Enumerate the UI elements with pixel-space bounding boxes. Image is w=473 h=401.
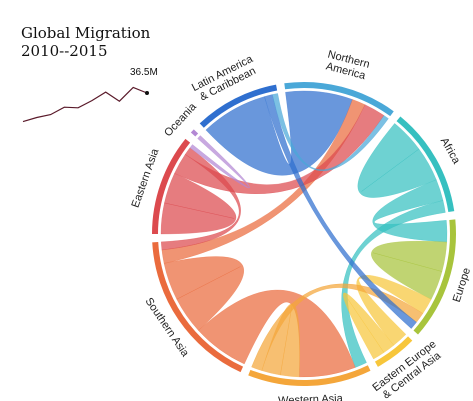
arc-oceania xyxy=(190,129,199,137)
title-line-2: 2010--2015 xyxy=(21,42,107,60)
ribbon-africa-to-africa xyxy=(357,123,437,198)
chart-title: Global Migration 2010--2015 xyxy=(21,24,151,60)
sparkline-value-label: 36.5M xyxy=(130,67,158,78)
arc-eastern-asia xyxy=(152,138,191,234)
label-northern-america: NorthernAmerica xyxy=(323,49,370,83)
sparkline-line xyxy=(22,86,148,123)
label-line: Western Asia xyxy=(278,393,344,401)
ribbon-northern-america-to-latin-america-and-caribbean xyxy=(272,93,389,172)
arc-western-asia xyxy=(248,365,371,386)
ribbon-africa-to-western-asia xyxy=(341,200,446,368)
ribbon-western-asia-to-europe xyxy=(251,283,424,371)
arc-europe xyxy=(413,219,456,335)
ribbon-eastern-asia-to-southern-asia xyxy=(160,147,241,251)
ribbons xyxy=(160,90,448,378)
arc-africa xyxy=(396,116,455,213)
arc-eastern-europe-and-central-asia xyxy=(374,336,413,367)
sparkline-end-dot xyxy=(145,91,149,96)
sparkline: 36.5M xyxy=(22,67,158,123)
ribbon-eastern-europe-and-central-asia-to-eastern-europe-and-central-asia xyxy=(343,292,395,360)
label-western-asia: Western Asia xyxy=(278,393,344,401)
ribbon-europe-to-europe xyxy=(371,240,448,300)
arc-northern-america xyxy=(284,82,394,117)
label-africa: Africa xyxy=(438,136,463,167)
title-line-1: Global Migration xyxy=(21,24,151,42)
label-line: Africa xyxy=(438,136,463,167)
arc-latin-america-and-caribbean xyxy=(199,84,278,128)
ribbon-southern-asia-to-southern-asia xyxy=(163,256,244,331)
label-europe: Europe xyxy=(451,266,473,303)
label-line: Europe xyxy=(451,266,473,303)
region-arcs xyxy=(152,82,456,386)
ribbon-eastern-asia-to-eastern-asia xyxy=(160,173,237,235)
